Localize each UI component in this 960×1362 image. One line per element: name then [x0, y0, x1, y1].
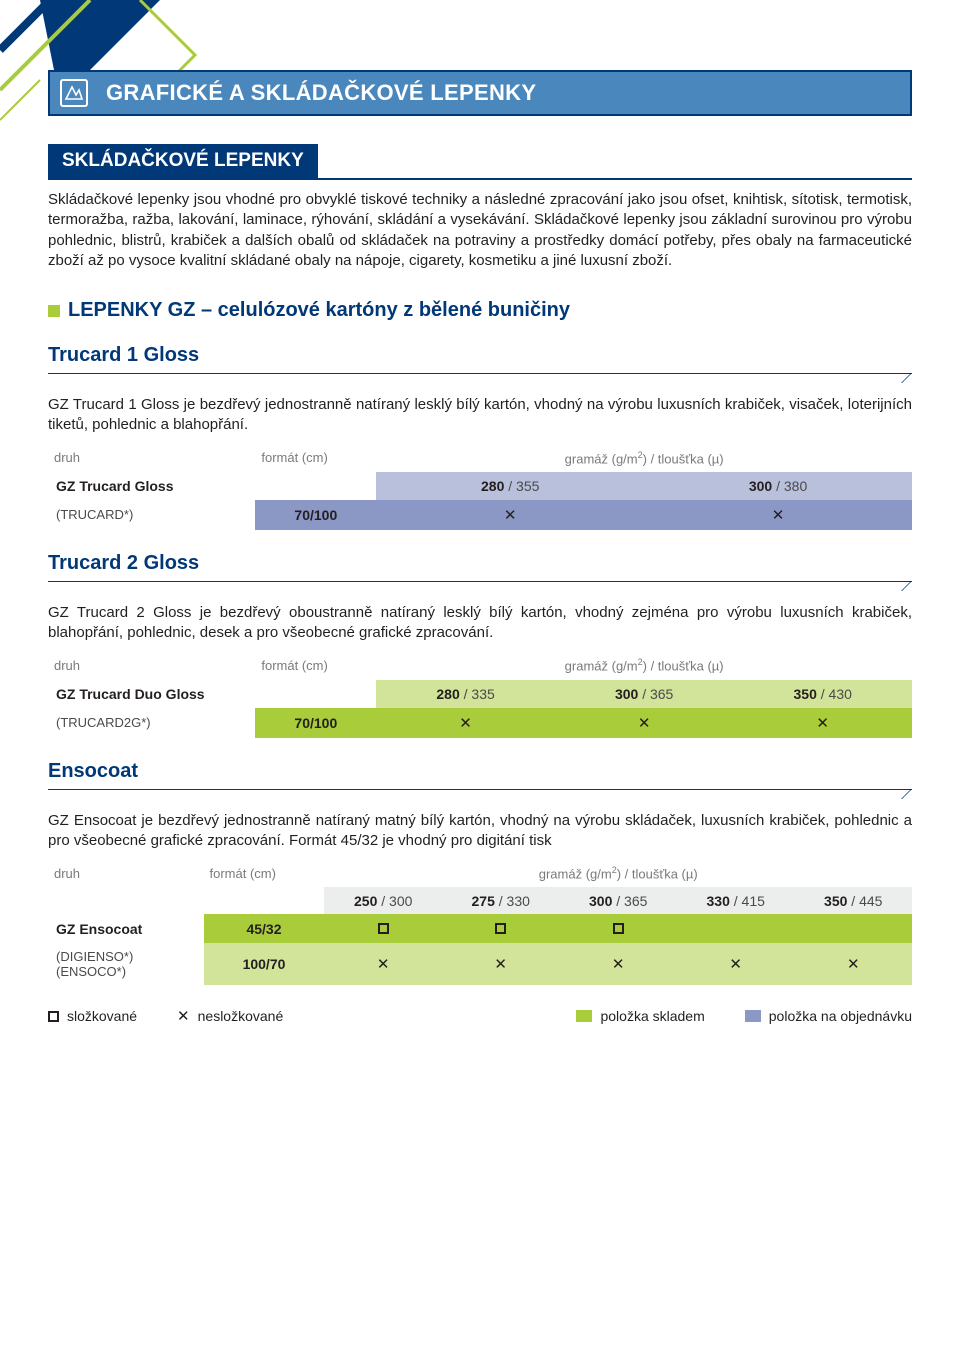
product-title-t1: Trucard 1 Gloss: [48, 344, 912, 367]
mark-x: [324, 943, 442, 985]
col-format: formát (cm): [255, 653, 376, 679]
swatch-blue-icon: [745, 1010, 761, 1022]
spec-value: 350 / 430: [733, 680, 912, 708]
col-gramaz: gramáž (g/m2) / tloušťka (µ): [376, 446, 912, 472]
product-desc-t1: GZ Trucard 1 Gloss je bezdřevý jednostra…: [48, 395, 912, 436]
spec-value: 300 / 380: [644, 472, 912, 500]
mark-x: [644, 500, 912, 530]
legend-folded: složkované: [48, 1008, 137, 1024]
square-icon: [48, 1011, 59, 1022]
spec-value: 280 / 355: [376, 472, 644, 500]
spec-value: 250 / 300: [324, 887, 442, 915]
format-value: 45/32: [204, 914, 325, 943]
legend-order: položka na objednávku: [745, 1008, 912, 1024]
spec-value: 300 / 365: [559, 887, 677, 915]
divider-rule: [48, 787, 912, 801]
legend-label: nesložkované: [198, 1008, 284, 1024]
mark-x: [733, 708, 912, 738]
mark-x: [794, 943, 912, 985]
product-code: (TRUCARD*): [48, 500, 255, 530]
mark-x: [677, 943, 795, 985]
spec-value: 350 / 445: [794, 887, 912, 915]
format-value: 70/100: [255, 708, 376, 738]
product-title-enso: Ensocoat: [48, 760, 912, 783]
sub-banner: SKLÁDAČKOVÉ LEPENKY: [48, 144, 318, 178]
product-name: GZ Trucard Gloss: [48, 472, 255, 500]
col-druh: druh: [48, 861, 204, 887]
product-name: GZ Ensocoat: [48, 914, 204, 943]
divider-rule: [48, 371, 912, 385]
mark-x: [376, 708, 555, 738]
col-druh: druh: [48, 446, 255, 472]
legend-stock: položka skladem: [576, 1008, 704, 1024]
legend-label: položka skladem: [600, 1008, 704, 1024]
legend: složkované nesložkované položka skladem …: [48, 1007, 912, 1025]
mark-sq: [442, 914, 560, 943]
spec-value: 275 / 330: [442, 887, 560, 915]
legend-label: položka na objednávku: [769, 1008, 912, 1024]
section-heading-text: LEPENKY GZ – celulózové kartóny z bělené…: [68, 299, 570, 322]
divider-rule: [48, 579, 912, 593]
col-druh: druh: [48, 653, 255, 679]
legend-unfolded: nesložkované: [177, 1007, 283, 1025]
col-gramaz: gramáž (g/m2) / tloušťka (µ): [324, 861, 912, 887]
product-desc-t2: GZ Trucard 2 Gloss je bezdřevý oboustran…: [48, 603, 912, 644]
mark-empty: [794, 914, 912, 943]
spec-table-enso: druh formát (cm) gramáž (g/m2) / tloušťk…: [48, 861, 912, 915]
product-desc-enso: GZ Ensocoat je bezdřevý jednostranně nat…: [48, 811, 912, 852]
banner-title: GRAFICKÉ A SKLÁDAČKOVÉ LEPENKY: [106, 80, 536, 105]
mark-x: [442, 943, 560, 985]
mark-x: [555, 708, 734, 738]
spec-value: 280 / 335: [376, 680, 555, 708]
product-name: GZ Trucard Duo Gloss: [48, 680, 255, 708]
spec-value: 330 / 415: [677, 887, 795, 915]
product-code: (DIGIENSO*)(ENSOCO*): [48, 943, 204, 985]
spec-table-enso-rows: GZ Ensocoat 45/32 (DIGIENSO*)(ENSOCO*) 1…: [48, 914, 912, 985]
mark-sq: [324, 914, 442, 943]
product-code: (TRUCARD2G*): [48, 708, 255, 738]
swatch-green-icon: [576, 1010, 592, 1022]
mark-sq: [559, 914, 677, 943]
x-icon: [177, 1007, 190, 1025]
col-format: formát (cm): [204, 861, 325, 887]
intro-text: Skládačkové lepenky jsou vhodné pro obvy…: [48, 190, 912, 271]
spec-table-t2: druh formát (cm) gramáž (g/m2) / tloušťk…: [48, 653, 912, 737]
section-heading: LEPENKY GZ – celulózové kartóny z bělené…: [48, 299, 912, 322]
bullet-square-icon: [48, 305, 60, 317]
col-gramaz: gramáž (g/m2) / tloušťka (µ): [376, 653, 912, 679]
sub-banner-title: SKLÁDAČKOVÉ LEPENKY: [62, 150, 304, 171]
main-banner: GRAFICKÉ A SKLÁDAČKOVÉ LEPENKY: [48, 70, 912, 116]
mark-x: [376, 500, 644, 530]
col-format: formát (cm): [255, 446, 376, 472]
format-value: 100/70: [204, 943, 325, 985]
banner-icon: [60, 79, 88, 107]
format-value: 70/100: [255, 500, 376, 530]
product-title-t2: Trucard 2 Gloss: [48, 552, 912, 575]
mark-x: [559, 943, 677, 985]
spec-table-t1: druh formát (cm) gramáž (g/m2) / tloušťk…: [48, 446, 912, 530]
spec-value: 300 / 365: [555, 680, 734, 708]
mark-empty: [677, 914, 795, 943]
legend-label: složkované: [67, 1008, 137, 1024]
